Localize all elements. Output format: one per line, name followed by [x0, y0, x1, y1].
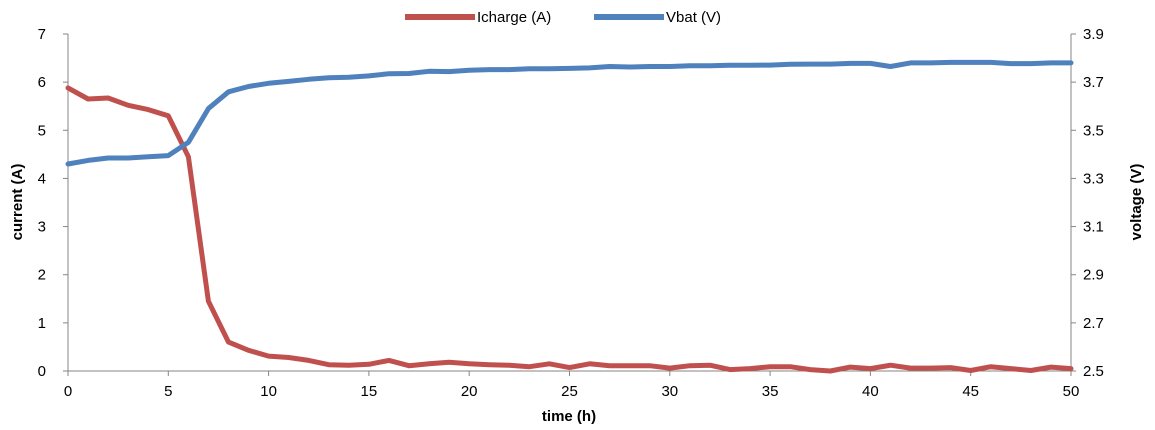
series-group [65, 59, 1074, 374]
y-right-tick-label: 2.5 [1083, 363, 1104, 380]
y-left-tick-label: 1 [38, 315, 46, 332]
y-right-tick-label: 3.7 [1083, 74, 1104, 91]
y-right-tick-label: 3.3 [1083, 170, 1104, 187]
x-tick-label: 45 [962, 383, 979, 400]
series-line-vbat [65, 59, 1074, 167]
x-tick-label: 20 [461, 383, 478, 400]
y-left-tick-label: 6 [38, 74, 46, 91]
x-tick-label: 40 [862, 383, 879, 400]
y-left-tick-label: 5 [38, 122, 46, 139]
legend-label-vbat: Vbat (V) [666, 9, 721, 26]
x-tick-label: 50 [1063, 383, 1080, 400]
x-tick-label: 10 [260, 383, 277, 400]
y-right-tick-label: 3.1 [1083, 219, 1104, 236]
x-tick-label: 25 [561, 383, 578, 400]
y-left-tick-label: 3 [38, 219, 46, 236]
x-tick-label: 5 [164, 383, 172, 400]
y-right-tick-label: 3.5 [1083, 122, 1104, 139]
y-axis-right-title: voltage (V) [1128, 164, 1145, 241]
y-right-tick-label: 2.7 [1083, 315, 1104, 332]
x-tick-label: 35 [762, 383, 779, 400]
series-line-icharge [65, 85, 1074, 374]
tick-group: 0 5 10 15 20 25 30 35 40 45 50012345672.52.72.93.1… [38, 26, 1104, 400]
legend-label-icharge: Icharge (A) [477, 9, 551, 26]
x-axis-title: time (h) [542, 408, 596, 425]
y-left-tick-label: 0 [38, 363, 46, 380]
y-axis-left-title: current (A) [9, 164, 26, 241]
x-tick-label: 15 [361, 383, 378, 400]
legend: Icharge (A) Vbat (V) [405, 9, 721, 26]
y-right-tick-label: 2.9 [1083, 267, 1104, 284]
y-left-tick-label: 4 [38, 170, 46, 187]
x-tick-label: 0 [64, 383, 72, 400]
x-tick-label: 30 [661, 383, 678, 400]
y-left-tick-label: 7 [38, 26, 46, 43]
y-left-tick-label: 2 [38, 267, 46, 284]
y-right-tick-label: 3.9 [1083, 26, 1104, 43]
